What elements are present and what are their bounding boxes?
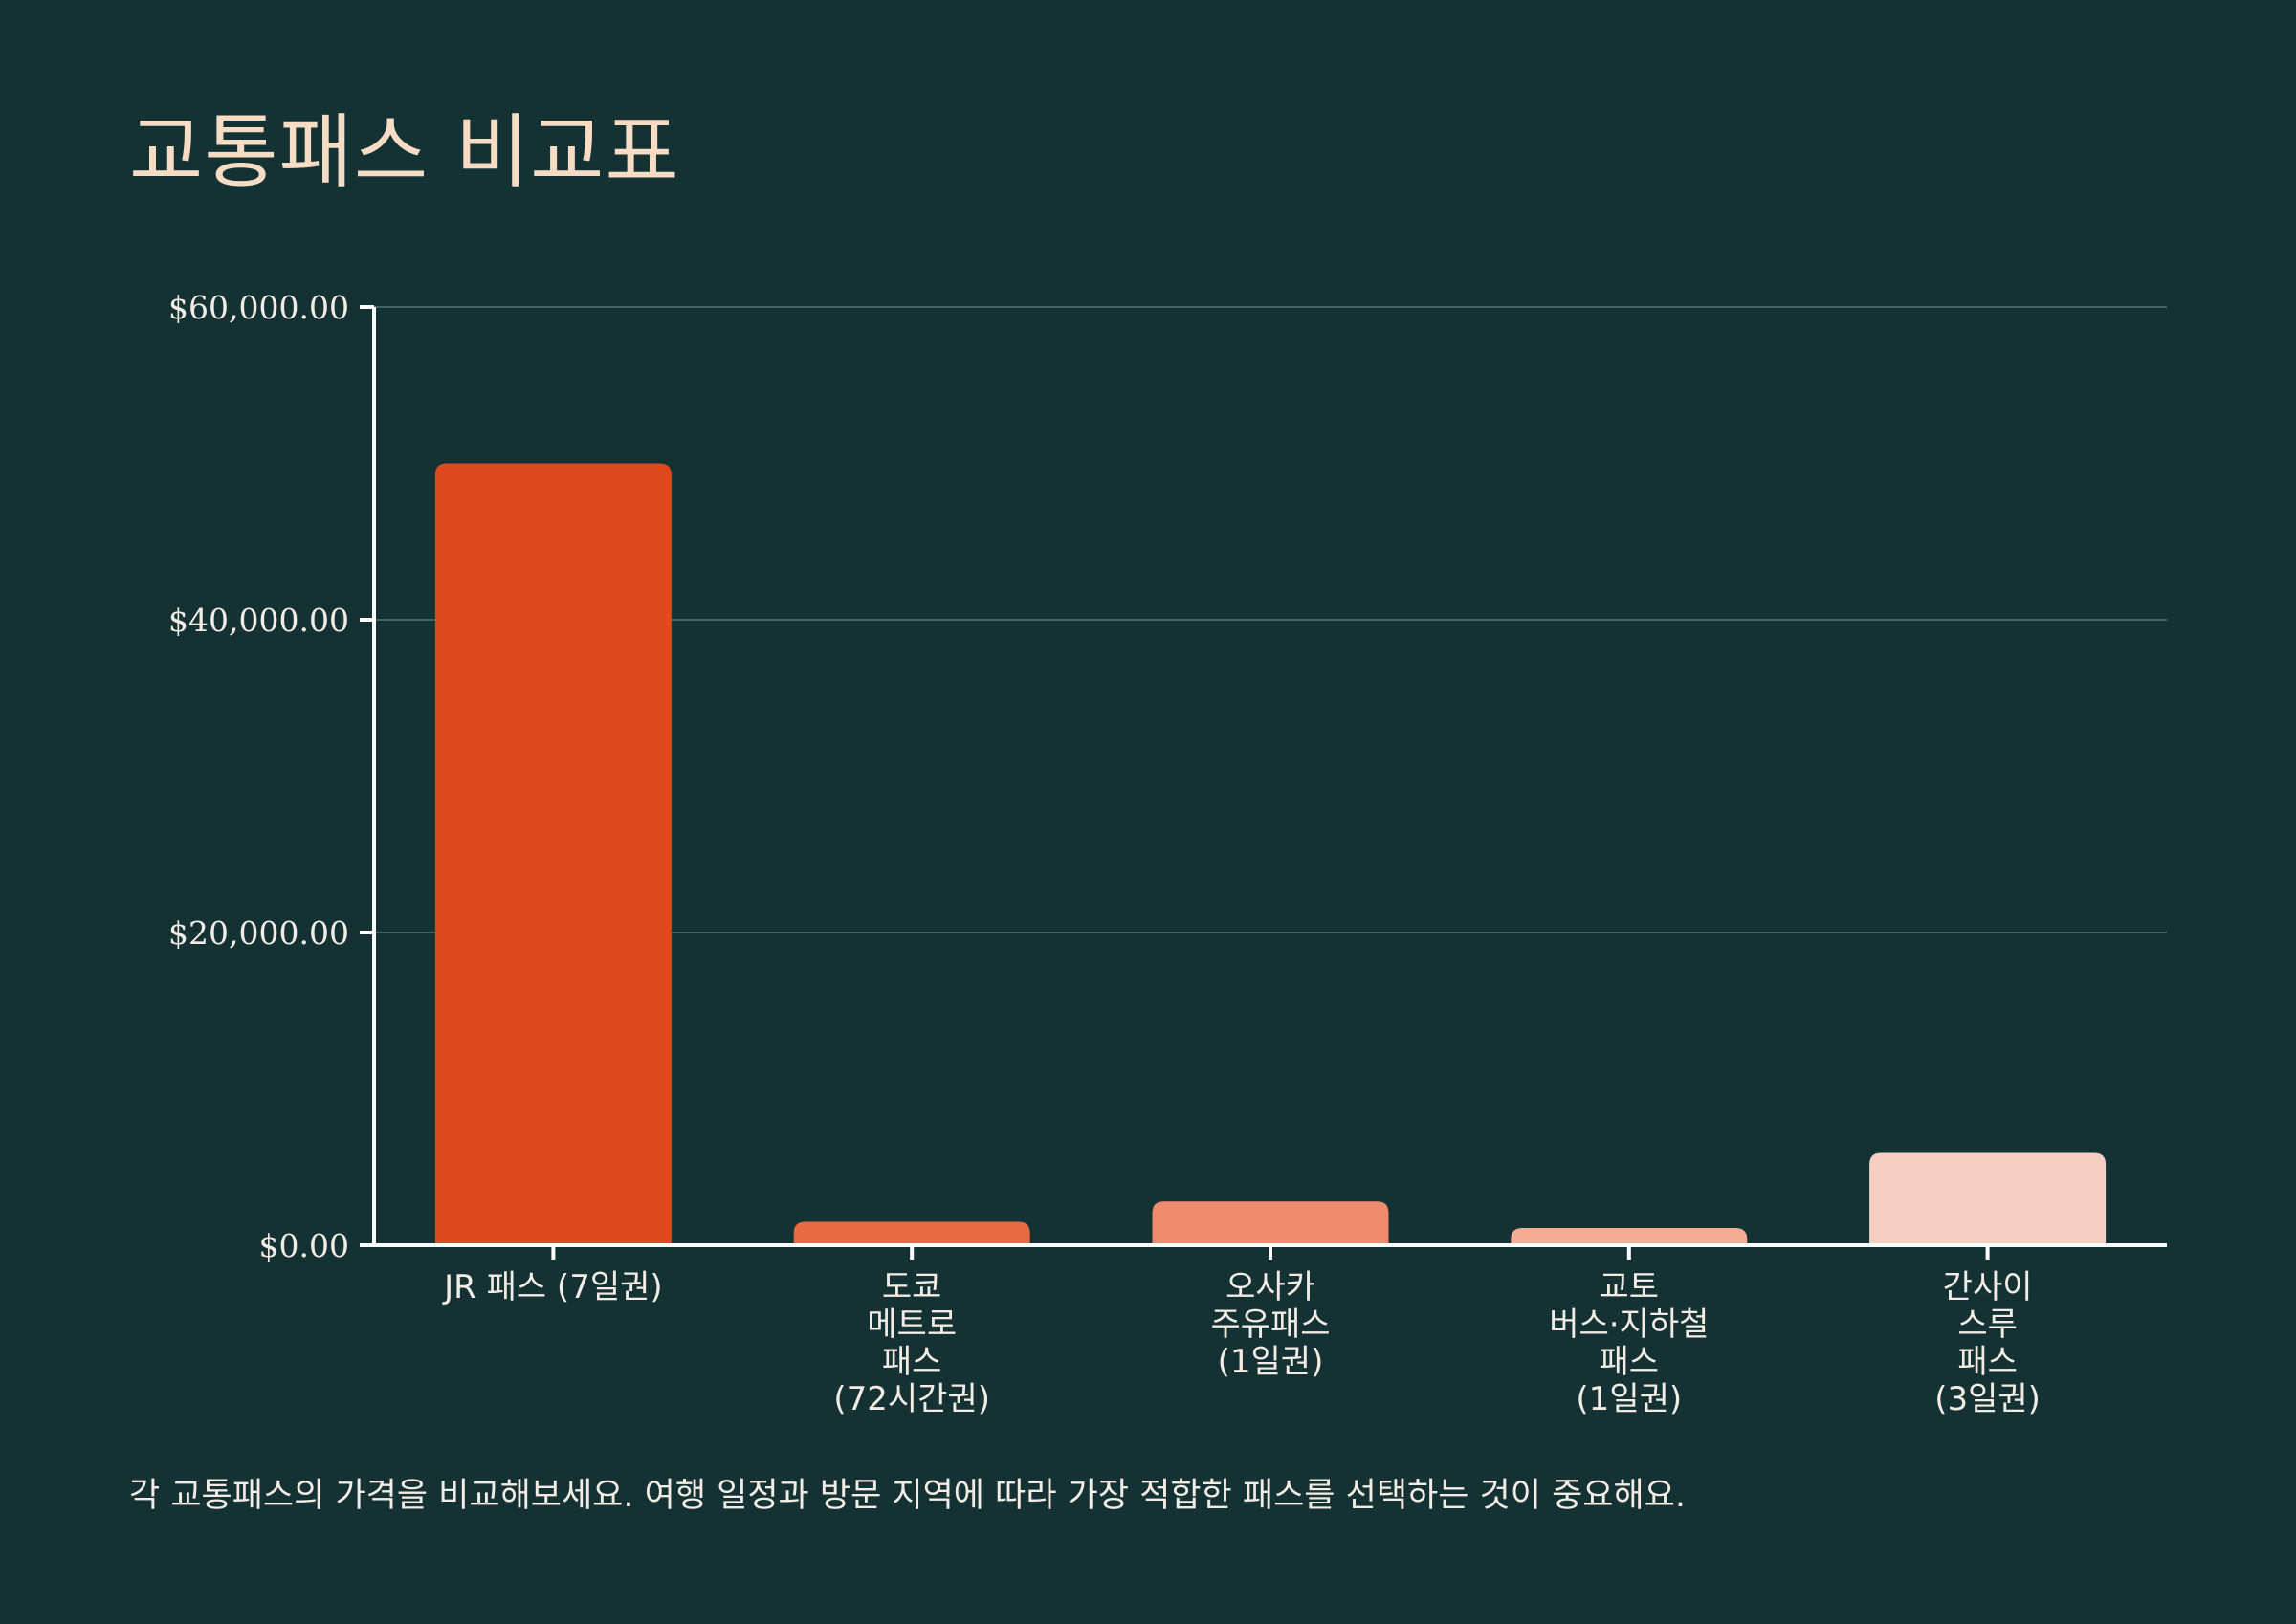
bars <box>434 463 2107 1245</box>
x-tick-label: 도쿄 메트로 패스 (72시간권) <box>833 1268 990 1418</box>
gridlines <box>374 306 2167 933</box>
y-tick-label: $20,000.00 <box>168 914 349 952</box>
x-tick-label: JR 패스 (7일권) <box>442 1268 663 1306</box>
x-tick-label-line: (1일권) <box>1576 1380 1682 1418</box>
x-tick-label-line: 패스 <box>1957 1343 2018 1381</box>
x-tick-label-line: 패스 <box>882 1343 942 1381</box>
x-tick-label-line: 오사카 <box>1225 1268 1315 1306</box>
x-tick-label-line: 패스 <box>1600 1343 1660 1381</box>
x-tick-label-line: (1일권) <box>1218 1343 1324 1381</box>
bar <box>793 1221 1030 1245</box>
x-tick-label-line: (72시간권) <box>833 1380 990 1418</box>
x-tick-label: 오사카 주유패스 (1일권) <box>1210 1268 1330 1381</box>
bar <box>1511 1228 1748 1245</box>
x-tick-label: 간사이 스루 패스 (3일권) <box>1934 1268 2041 1418</box>
y-tick-label: $60,000.00 <box>168 289 349 326</box>
x-tick-label-line: 교토 <box>1600 1268 1660 1306</box>
bar <box>1152 1201 1389 1245</box>
x-tick-label-line: 버스·지하철 <box>1549 1306 1709 1344</box>
x-tick-label-line: 도쿄 <box>882 1268 942 1306</box>
x-tick-label-line: JR 패스 (7일권) <box>442 1268 663 1306</box>
bar <box>434 463 672 1245</box>
chart-title: 교통패스 비교표 <box>129 105 680 199</box>
axis-labels: $0.00 $20,000.00 $40,000.00 $60,000.00 JR 패스… <box>168 289 2041 1418</box>
x-tick-label-line: 주유패스 <box>1210 1306 1330 1344</box>
y-tick-label: $40,000.00 <box>168 602 349 639</box>
x-tick-label: 교토 버스·지하철 패스 (1일권) <box>1549 1268 1709 1418</box>
x-tick-label-line: (3일권) <box>1934 1380 2041 1418</box>
y-tick-label: $0.00 <box>259 1227 349 1264</box>
chart-footnote: 각 교통패스의 가격을 비교해보세요. 여행 일정과 방문 지역에 따라 가장 … <box>129 1477 1687 1515</box>
bar <box>1869 1152 2107 1245</box>
x-tick-label-line: 메트로 <box>867 1306 957 1344</box>
axes <box>360 305 2167 1260</box>
x-tick-label-line: 간사이 <box>1943 1268 2033 1306</box>
x-tick-label-line: 스루 <box>1957 1306 2018 1344</box>
